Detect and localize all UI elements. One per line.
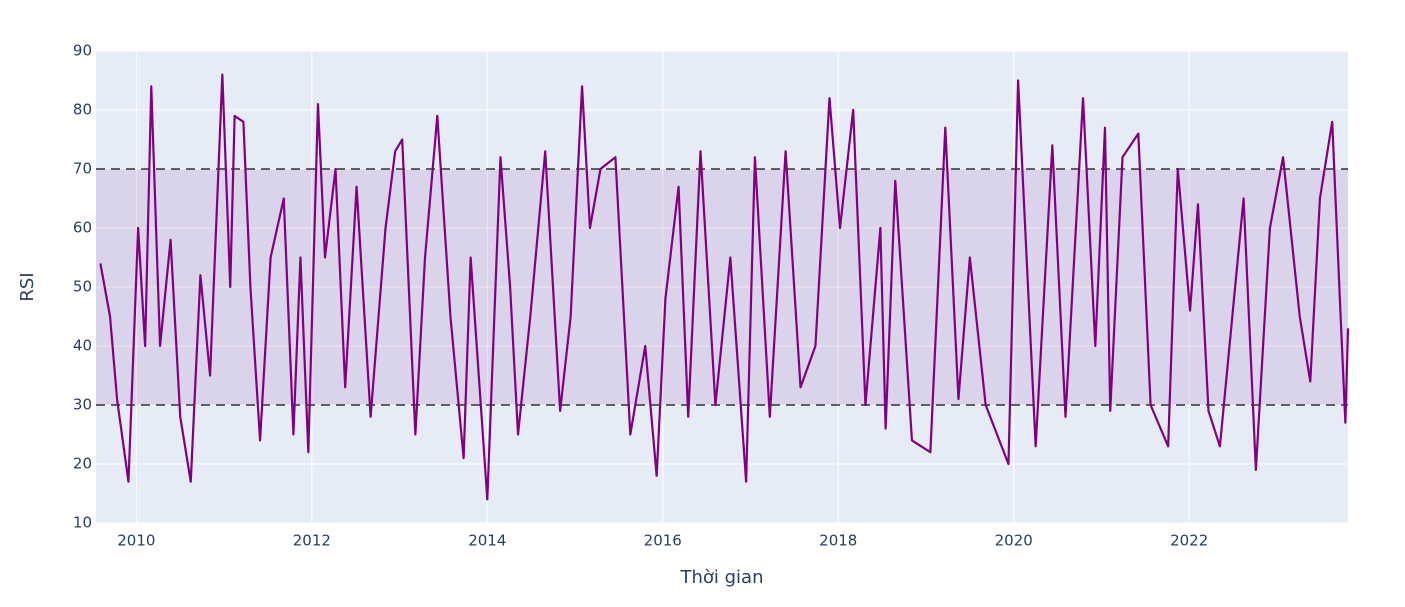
x-tick-label: 2010 [117, 532, 155, 550]
x-tick-label: 2018 [819, 532, 857, 550]
x-tick-label: 2014 [468, 532, 506, 550]
y-axis-title: RSI [17, 272, 38, 301]
y-tick-label: 90 [73, 42, 92, 60]
x-tick-label: 2020 [995, 532, 1033, 550]
line [99, 73, 1350, 501]
y-tick-label: 40 [73, 337, 92, 355]
y-tick-label: 20 [73, 455, 92, 473]
x-tick-label: 2016 [644, 532, 682, 550]
y-tick-label: 30 [73, 396, 92, 414]
y-tick-label: 60 [73, 219, 92, 237]
x-axis-title: Thời gian [679, 567, 763, 588]
y-tick-label: 70 [73, 160, 92, 178]
x-tick-label: 2022 [1170, 532, 1208, 550]
y-tick-label: 10 [73, 514, 92, 532]
y-tick-label: 80 [73, 101, 92, 119]
x-tick-label: 2012 [293, 532, 331, 550]
y-tick-label: 50 [73, 278, 92, 296]
